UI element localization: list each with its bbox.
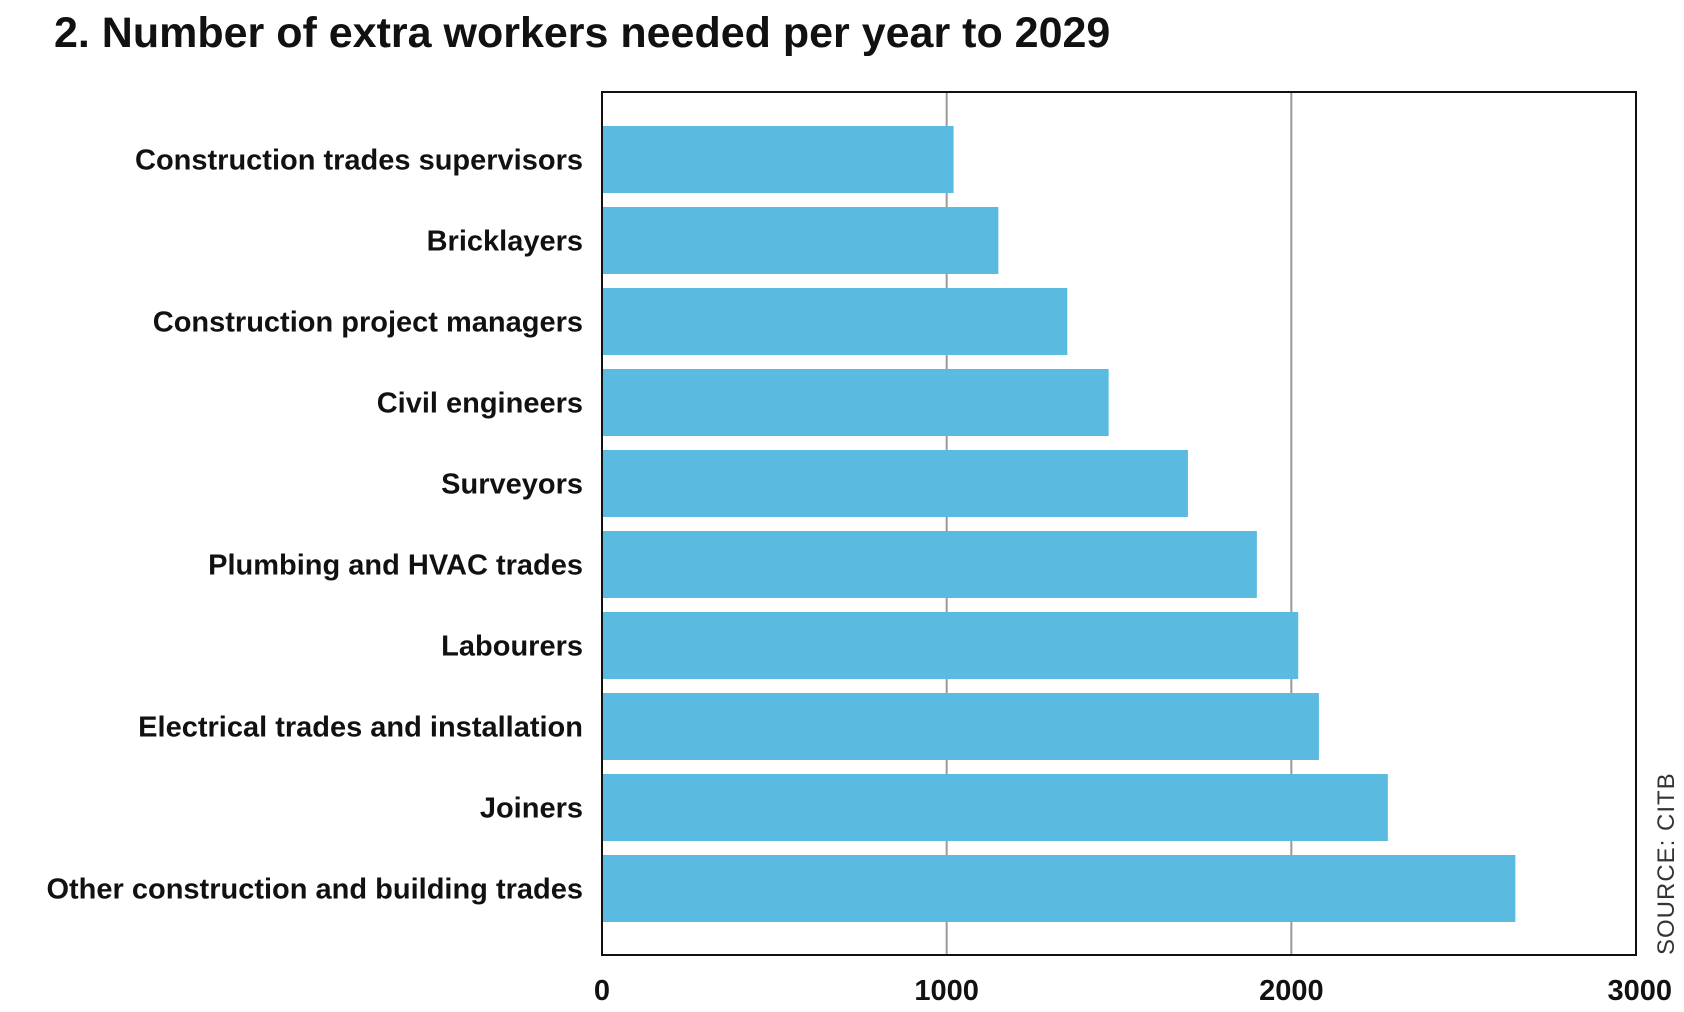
bar [602,774,1388,841]
bar [602,855,1516,922]
bar [602,612,1299,679]
category-label: Joiners [480,793,583,825]
plot-frame [601,91,1637,956]
category-label: Electrical trades and installation [138,712,583,744]
bar [602,288,1068,355]
bars [602,126,1516,922]
category-label: Other construction and building trades [46,874,583,906]
x-tick-label: 1000 [914,975,979,1007]
bar [602,369,1109,436]
category-label: Plumbing and HVAC trades [208,550,583,582]
bar [602,531,1257,598]
bar [602,126,954,193]
chart-title: 2. Number of extra workers needed per ye… [54,9,1111,57]
category-label: Construction project managers [153,307,583,339]
bar [602,450,1188,517]
source-label: SOURCE: CITB [1653,772,1680,955]
category-label: Surveyors [441,469,583,501]
x-tick-label: 0 [594,975,610,1007]
x-tick-label: 2000 [1259,975,1324,1007]
category-labels: Construction trades supervisors Bricklaye… [46,145,583,906]
x-tick-label: 3000 [1607,975,1672,1007]
category-label: Bricklayers [427,226,583,258]
category-label: Construction trades supervisors [135,145,583,177]
category-label: Civil engineers [377,388,583,420]
bar [602,693,1319,760]
x-tick-labels: 0 1000 2000 3000 [594,975,1672,1007]
bar [602,207,999,274]
category-label: Labourers [441,631,583,663]
